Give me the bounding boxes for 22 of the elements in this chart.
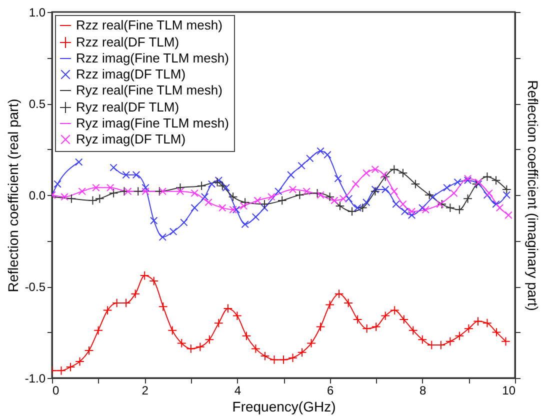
y2-axis-title: Reflection coefficient (imaginary part) xyxy=(525,80,541,311)
y-tick-label: -0.5 xyxy=(24,280,46,294)
legend-label: Rzz real(DF TLM) xyxy=(76,34,180,50)
y-axis-title: Reflection coefficient (real part) xyxy=(4,98,21,292)
x-tick-label: 8 xyxy=(420,384,427,398)
legend-label: Ryz real(Fine TLM mesh) xyxy=(76,82,222,98)
x-tick-label: 6 xyxy=(326,384,334,398)
x-axis-title: Frequency(GHz) xyxy=(232,398,336,414)
legend-label: Ryz imag(Fine TLM mesh) xyxy=(76,116,229,130)
y-tick-label: 1.0 xyxy=(28,6,46,20)
x-tick-label: 2 xyxy=(142,384,149,398)
legend-label: Rzz imag(Fine TLM mesh) xyxy=(76,50,229,66)
y-tick-label: -1.0 xyxy=(24,372,46,386)
legend-label: Ryz real(DF TLM) xyxy=(76,100,180,114)
x-tick-label: 4 xyxy=(234,384,242,398)
y-tick-label: 0.5 xyxy=(28,97,46,111)
legend-label: Rzz real(Fine TLM mesh) xyxy=(76,18,222,32)
legend-label: Ryz imag(DF TLM) xyxy=(76,132,186,146)
legend-label: Rzz imag(DF TLM) xyxy=(76,66,186,82)
x-tick-label: 10 xyxy=(502,384,516,398)
x-tick-label: 0 xyxy=(52,384,60,398)
y-tick-label: 0.0 xyxy=(28,188,46,202)
